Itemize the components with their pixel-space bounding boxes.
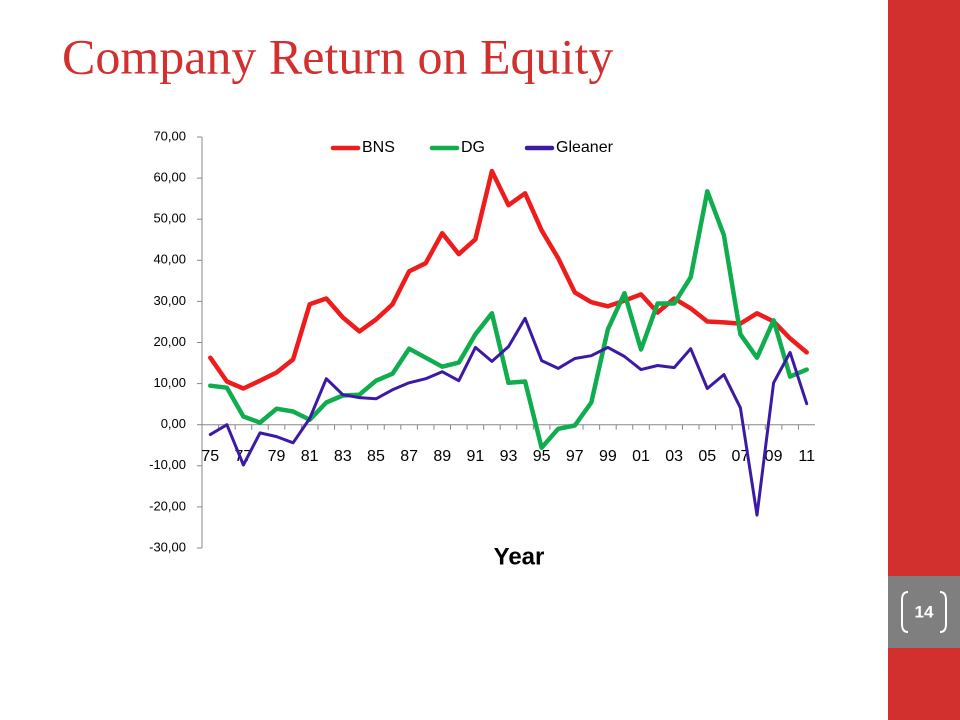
y-tick-label: -30,00 (149, 539, 186, 554)
x-tick-label: 81 (301, 448, 319, 465)
x-tick-label: 93 (500, 448, 518, 465)
number-box (888, 576, 960, 648)
number-bracket (901, 591, 947, 633)
x-tick-label: 83 (334, 448, 352, 465)
y-tick-label: 40,00 (153, 252, 186, 267)
x-tick-label: 95 (533, 448, 551, 465)
y-tick-label: -20,00 (149, 498, 186, 513)
y-tick-label: -10,00 (149, 457, 186, 472)
legend-label: BNS (362, 139, 395, 156)
y-tick-label: 10,00 (153, 375, 186, 390)
x-tick-label: 99 (599, 448, 617, 465)
x-tick-label: 87 (400, 448, 418, 465)
legend-label: DG (461, 139, 485, 156)
y-tick-label: 50,00 (153, 211, 186, 226)
x-tick-label: 97 (566, 448, 584, 465)
x-tick-label: 89 (433, 448, 451, 465)
legend-label: Gleaner (556, 139, 614, 156)
y-tick-label: 70,00 (153, 128, 186, 143)
x-tick-label: 05 (698, 448, 716, 465)
x-tick-label: 07 (732, 448, 750, 465)
x-tick-label: 75 (201, 448, 219, 465)
x-tick-label: 01 (632, 448, 650, 465)
y-tick-label: 0,00 (161, 416, 186, 431)
chart-title: Company Return on Equity (62, 28, 613, 84)
x-axis-title: Year (494, 543, 545, 570)
x-tick-label: 09 (765, 448, 783, 465)
x-tick-label: 79 (268, 448, 286, 465)
x-tick-label: 03 (665, 448, 683, 465)
x-tick-label: 85 (367, 448, 385, 465)
y-tick-label: 30,00 (153, 293, 186, 308)
slide-number: 14 (915, 602, 934, 621)
series-line (208, 189, 809, 450)
y-tick-label: 20,00 (153, 334, 186, 349)
series-line (208, 168, 809, 391)
x-tick-label: 11 (798, 448, 815, 465)
y-tick-label: 60,00 (153, 170, 186, 185)
x-tick-label: 91 (466, 448, 484, 465)
series-line (208, 316, 809, 517)
